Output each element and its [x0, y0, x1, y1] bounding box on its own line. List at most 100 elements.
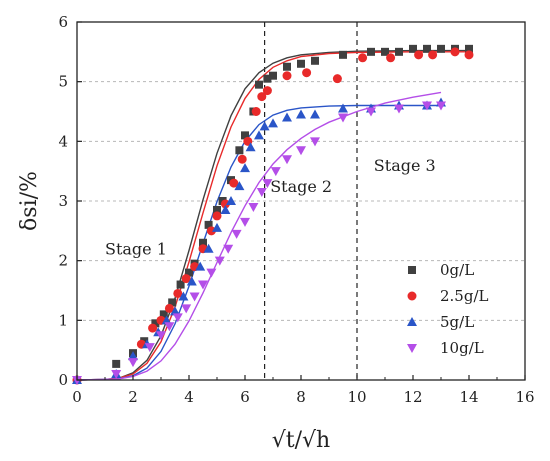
x-tick-label: 0	[72, 388, 82, 406]
data-point	[407, 291, 417, 301]
data-point	[213, 205, 221, 214]
data-point	[296, 146, 306, 156]
data-point	[262, 86, 272, 96]
data-point	[262, 179, 273, 189]
stage-annotations: Stage 1 Stage 2 Stage 3	[105, 156, 436, 259]
data-point	[186, 276, 197, 286]
legend: 0g/L 2.5g/L 5g/L 10g/L	[407, 261, 489, 357]
data-point	[159, 310, 168, 319]
x-tick-label: 16	[515, 388, 534, 406]
data-point	[185, 268, 193, 277]
data-point	[259, 121, 270, 131]
data-point	[256, 188, 267, 198]
data-point	[428, 50, 438, 60]
y-tick-label: 1	[58, 311, 68, 329]
data-point	[465, 44, 473, 53]
data-point	[339, 50, 347, 59]
data-point	[255, 80, 263, 89]
data-point	[212, 222, 222, 232]
data-point	[164, 303, 174, 313]
data-point	[112, 359, 121, 368]
data-point	[257, 92, 267, 102]
y-tick-label: 3	[58, 192, 68, 210]
data-point	[231, 229, 242, 239]
data-point	[409, 44, 417, 53]
stage-label: Stage 2	[270, 177, 332, 196]
legend-entry: 2.5g/L	[440, 287, 489, 305]
data-point	[206, 268, 217, 278]
data-point	[181, 274, 191, 284]
data-point	[311, 56, 319, 65]
data-point	[366, 107, 376, 117]
data-point	[229, 178, 239, 188]
data-point	[240, 217, 250, 227]
y-axis-title: δsi/%	[17, 171, 42, 231]
data-point	[263, 74, 272, 83]
data-point	[394, 104, 404, 114]
data-point	[414, 50, 424, 60]
data-point	[464, 50, 474, 60]
data-point	[268, 118, 278, 128]
data-point	[358, 53, 368, 63]
data-point	[164, 322, 175, 332]
data-point	[234, 181, 245, 191]
data-point	[408, 266, 416, 274]
data-point	[199, 238, 207, 247]
data-point	[310, 137, 320, 147]
data-point	[296, 109, 306, 119]
data-point	[338, 113, 348, 123]
data-point	[237, 154, 247, 164]
data-point	[270, 167, 281, 177]
fit-curve	[76, 104, 441, 381]
data-point	[297, 59, 305, 68]
data-point	[332, 74, 342, 84]
data-point	[226, 196, 236, 205]
data-point	[220, 199, 230, 209]
data-point	[168, 298, 177, 307]
legend-entry: 0g/L	[440, 261, 474, 279]
data-point	[241, 131, 249, 140]
data-point	[151, 319, 160, 328]
data-point	[172, 313, 183, 323]
y-tick-label: 5	[58, 73, 68, 91]
data-point	[407, 344, 417, 353]
data-point	[156, 331, 166, 341]
grid-lines	[77, 81, 525, 321]
data-point	[240, 163, 250, 173]
data-point	[235, 146, 244, 155]
x-tick-label: 4	[184, 388, 194, 406]
data-point	[436, 101, 446, 111]
y-tick-label: 0	[58, 371, 68, 389]
data-point	[170, 306, 180, 316]
data-point	[178, 291, 189, 301]
data-point	[338, 103, 348, 113]
data-point	[204, 220, 213, 229]
data-point	[161, 315, 172, 325]
y-tick-label: 6	[58, 13, 68, 31]
legend-entry: 5g/L	[440, 313, 474, 331]
data-point	[282, 155, 292, 165]
data-point	[248, 202, 259, 212]
y-tick-label: 4	[58, 132, 68, 150]
x-tick-label: 2	[128, 388, 138, 406]
data-point	[310, 109, 320, 119]
data-point	[198, 280, 208, 290]
data-point	[395, 47, 403, 56]
x-tick-label: 12	[403, 388, 422, 406]
data-point	[254, 130, 264, 140]
data-point	[381, 47, 389, 56]
y-tick-label: 2	[58, 252, 68, 270]
x-axis-title: √t/√h	[272, 428, 330, 453]
data-point	[111, 370, 122, 380]
data-point	[223, 244, 234, 254]
x-tick-label: 8	[296, 388, 306, 406]
x-tick-label: 10	[347, 388, 366, 406]
data-point	[450, 47, 460, 57]
data-point	[206, 226, 216, 236]
data-point	[189, 292, 200, 302]
fit-curve	[76, 49, 469, 381]
data-point	[181, 304, 192, 314]
stage-divider-lines	[264, 22, 358, 380]
